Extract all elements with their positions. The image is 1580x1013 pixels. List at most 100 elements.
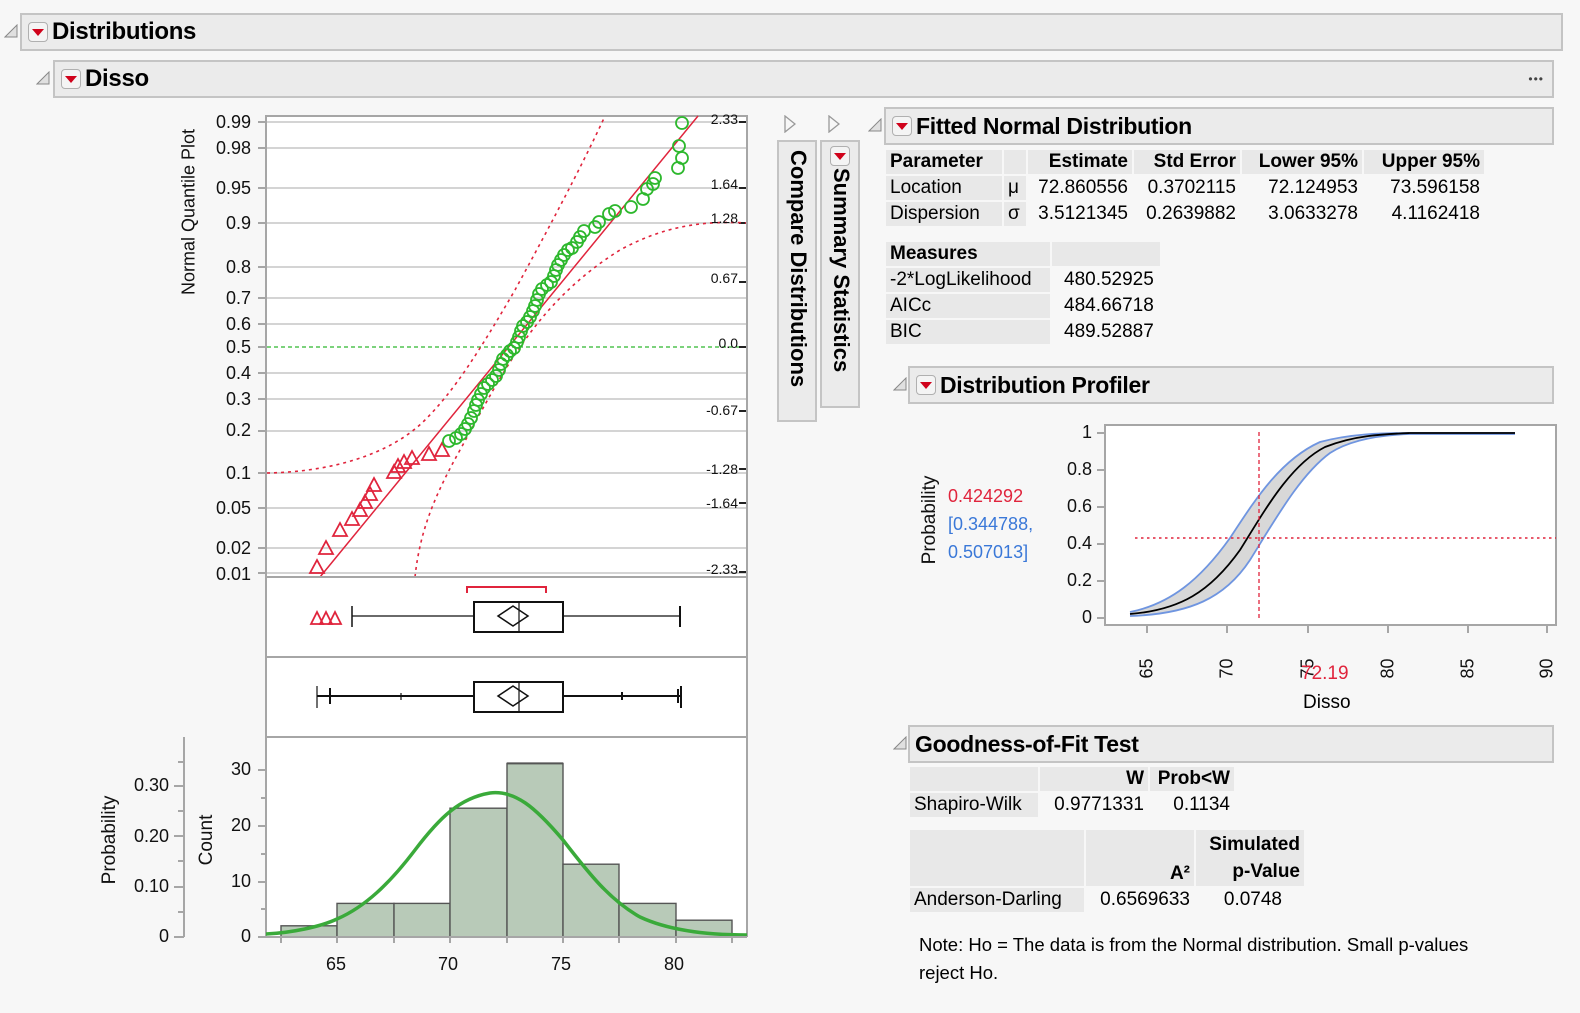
col-header-simulated-p: Simulated p-Value bbox=[1196, 830, 1304, 886]
summary-statistics-disclosure-icon[interactable] bbox=[828, 114, 841, 138]
profiler-ci-lower: [0.344788, bbox=[948, 514, 1034, 534]
z-tick-label: -1.28 bbox=[706, 461, 738, 477]
profiler-header: Distribution Profiler bbox=[908, 366, 1554, 404]
tick-label: 0.4 bbox=[225, 363, 251, 383]
red-triangle-icon bbox=[834, 152, 846, 160]
tick-label: 0.95 bbox=[215, 178, 251, 198]
summary-statistics-red-triangle-menu[interactable] bbox=[830, 146, 850, 166]
param-std-error: 0.2639882 bbox=[1146, 203, 1236, 224]
disso-disclosure-icon[interactable] bbox=[35, 70, 50, 90]
tick-label: 0.02 bbox=[215, 538, 251, 558]
red-triangle-icon bbox=[65, 75, 77, 83]
distributions-red-triangle-menu[interactable] bbox=[28, 22, 48, 42]
measures-table: Measures -2*LogLikelihood 480.52925 AICc… bbox=[884, 240, 1162, 346]
profiler-x-current-value[interactable]: 72.19 bbox=[1301, 663, 1349, 684]
summary-statistics-label: Summary Statistics bbox=[829, 168, 854, 373]
gof-note-line2: reject Ho. bbox=[919, 962, 999, 983]
test-name: Shapiro-Wilk bbox=[910, 793, 1038, 817]
tick-label: 85 bbox=[1457, 658, 1478, 679]
param-name: Location bbox=[886, 176, 1002, 200]
col-header-w: W bbox=[1040, 767, 1148, 791]
measure-name: AICc bbox=[886, 294, 1050, 318]
tick-label: 0.5 bbox=[225, 337, 251, 357]
param-std-error: 0.3702115 bbox=[1147, 177, 1236, 198]
disso-red-triangle-menu[interactable] bbox=[61, 69, 81, 89]
col-header-test bbox=[910, 830, 1084, 886]
gof-disclosure-icon[interactable] bbox=[892, 735, 907, 755]
histogram-count-label: Count bbox=[196, 814, 217, 866]
tick-label: 0 bbox=[158, 926, 169, 946]
table-row: Shapiro-Wilk 0.9771331 0.1134 bbox=[910, 793, 1234, 817]
measure-name: -2*LogLikelihood bbox=[886, 268, 1050, 292]
param-lower-95: 3.0633278 bbox=[1268, 203, 1358, 224]
tick-label: 0.9 bbox=[225, 213, 251, 233]
tick-label: 80 bbox=[664, 954, 685, 974]
tick-label: 0.6 bbox=[225, 314, 251, 334]
tick-label: 0.2 bbox=[1066, 570, 1092, 590]
gof-title: Goodness-of-Fit Test bbox=[915, 730, 1139, 757]
histogram[interactable] bbox=[170, 735, 760, 950]
fitted-normal-red-triangle-menu[interactable] bbox=[892, 116, 912, 136]
disso-header: Disso ••• bbox=[53, 60, 1554, 98]
fitted-normal-disclosure-icon[interactable] bbox=[867, 117, 882, 137]
z-tick-label: 1.64 bbox=[710, 176, 738, 192]
tick-label: 0 bbox=[1081, 607, 1092, 627]
z-tick-label: -1.64 bbox=[706, 495, 738, 511]
col-header-lower-95: Lower 95% bbox=[1242, 150, 1362, 174]
test-name: Anderson-Darling bbox=[910, 888, 1084, 912]
profiler-plot[interactable] bbox=[1090, 420, 1560, 660]
fitted-normal-header: Fitted Normal Distribution bbox=[884, 107, 1554, 145]
col-header-upper-95: Upper 95% bbox=[1364, 150, 1484, 174]
col-header-value bbox=[1052, 242, 1160, 266]
z-tick-label: 0.0 bbox=[718, 335, 738, 351]
tick-label: 1 bbox=[1081, 422, 1092, 442]
tick-label: 75 bbox=[551, 954, 572, 974]
quantile-plot-ylabel: Normal Quantile Plot bbox=[178, 128, 199, 296]
col-header-test bbox=[910, 767, 1038, 791]
p-value-label: p-Value bbox=[1232, 861, 1300, 882]
tick-label: 80 bbox=[1377, 658, 1398, 679]
red-triangle-icon bbox=[920, 381, 932, 389]
z-tick-label: -2.33 bbox=[706, 561, 738, 577]
disso-title: Disso bbox=[85, 65, 149, 92]
col-header-measures: Measures bbox=[886, 242, 1050, 266]
summary-statistics-panel[interactable]: Summary Statistics bbox=[820, 140, 860, 408]
param-estimate: 3.5121345 bbox=[1038, 203, 1128, 224]
w-value: 0.9771331 bbox=[1054, 794, 1144, 815]
compare-distributions-disclosure-icon[interactable] bbox=[784, 114, 797, 138]
a2-label: A² bbox=[1169, 863, 1190, 884]
simulated-p-value: 0.0748 bbox=[1223, 889, 1282, 910]
tick-label: 0.20 bbox=[133, 826, 169, 846]
distributions-disclosure-icon[interactable] bbox=[3, 23, 18, 43]
profiler-red-triangle-menu[interactable] bbox=[916, 375, 936, 395]
fitted-normal-title: Fitted Normal Distribution bbox=[916, 112, 1192, 139]
compare-distributions-panel[interactable]: Compare Distributions bbox=[777, 140, 817, 422]
tick-label: 0.4 bbox=[1066, 533, 1092, 553]
profiler-current-value[interactable]: 0.424292 bbox=[948, 486, 1024, 506]
tick-label: 0.01 bbox=[215, 564, 251, 584]
red-triangle-icon bbox=[32, 28, 44, 36]
table-header-row: W Prob<W bbox=[910, 767, 1234, 791]
more-options-button[interactable]: ••• bbox=[1528, 72, 1544, 86]
distributions-title: Distributions bbox=[52, 18, 197, 45]
tick-label: 0.1 bbox=[225, 463, 251, 483]
table-row: Location μ 72.860556 0.3702115 72.124953… bbox=[886, 176, 1484, 200]
profiler-disclosure-icon[interactable] bbox=[892, 376, 907, 396]
histogram-probability-label: Probability bbox=[99, 795, 120, 885]
tick-label: 65 bbox=[1136, 658, 1157, 679]
tick-label: 0 bbox=[240, 926, 251, 946]
table-header-row: Measures bbox=[886, 242, 1160, 266]
prob-w-value: 0.1134 bbox=[1173, 794, 1230, 815]
tick-label: 0.2 bbox=[225, 420, 251, 440]
z-tick-label: 2.33 bbox=[710, 111, 738, 127]
tick-label: 65 bbox=[326, 954, 347, 974]
col-header-a2: A² bbox=[1086, 830, 1194, 886]
quantile-plot[interactable] bbox=[250, 110, 760, 740]
param-upper-95: 4.1162418 bbox=[1391, 203, 1480, 224]
z-tick-label: -0.67 bbox=[706, 402, 738, 418]
a2-value: 0.6569633 bbox=[1100, 889, 1190, 910]
table-row: AICc 484.66718 bbox=[886, 294, 1160, 318]
col-header-prob-w: Prob<W bbox=[1150, 767, 1234, 791]
tick-label: 0.05 bbox=[215, 498, 251, 518]
tick-label: 90 bbox=[1536, 658, 1557, 679]
